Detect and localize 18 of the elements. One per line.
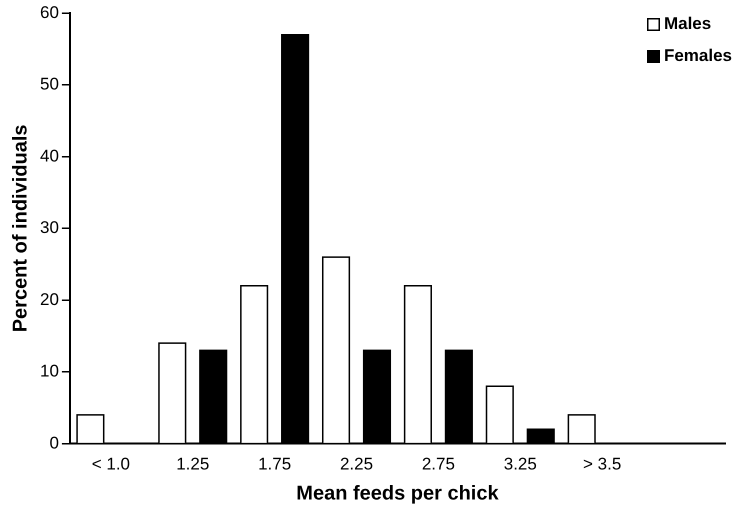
x-axis-title: Mean feeds per chick [296, 482, 500, 505]
y-axis-title: Percent of individuals [10, 124, 32, 332]
y-tick-label: 30 [40, 218, 59, 238]
y-tick-label: 10 [40, 362, 59, 381]
x-tick-label: 1.25 [176, 454, 210, 474]
y-tick-label: 20 [40, 290, 59, 309]
y-tick-label: 0 [49, 433, 59, 452]
y-tick-label: 60 [40, 2, 59, 22]
x-tick-label: < 1.0 [92, 454, 130, 474]
x-tick-label: 1.75 [258, 454, 292, 474]
y-tick-label: 50 [40, 74, 59, 94]
legend-label: Females [664, 46, 732, 66]
x-tick-label: 2.75 [422, 454, 455, 474]
x-tick-label: 3.25 [504, 454, 537, 474]
x-tick-label: > 3.5 [583, 454, 622, 474]
legend-label: Males [664, 14, 712, 34]
y-tick-label: 40 [40, 146, 59, 166]
x-tick-label: 2.25 [340, 454, 374, 474]
